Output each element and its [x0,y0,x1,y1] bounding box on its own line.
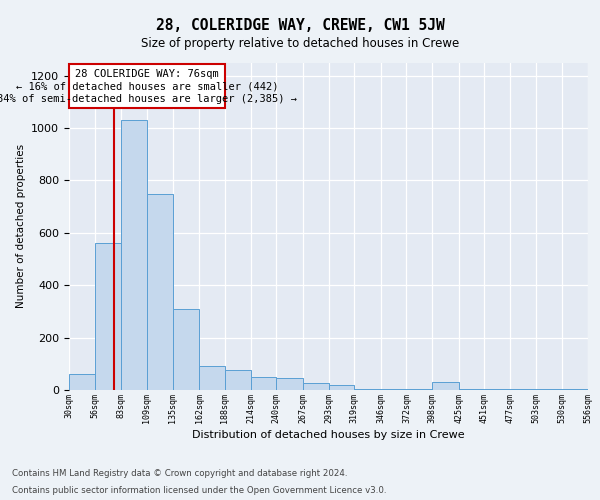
Text: Contains HM Land Registry data © Crown copyright and database right 2024.: Contains HM Land Registry data © Crown c… [12,468,347,477]
Y-axis label: Number of detached properties: Number of detached properties [16,144,26,308]
Bar [69,374,95,390]
Bar [329,385,354,390]
Bar [199,366,225,390]
Bar [432,382,459,390]
Bar [406,388,432,390]
Bar [147,194,173,390]
Bar [276,378,303,390]
Bar [381,388,406,390]
Bar [459,388,484,390]
Text: Contains public sector information licensed under the Open Government Licence v3: Contains public sector information licen… [12,486,386,495]
Bar [251,377,276,390]
Text: 28, COLERIDGE WAY, CREWE, CW1 5JW: 28, COLERIDGE WAY, CREWE, CW1 5JW [155,18,445,32]
X-axis label: Distribution of detached houses by size in Crewe: Distribution of detached houses by size … [192,430,465,440]
Text: 28 COLERIDGE WAY: 76sqm: 28 COLERIDGE WAY: 76sqm [75,68,219,78]
Text: Size of property relative to detached houses in Crewe: Size of property relative to detached ho… [141,38,459,51]
Bar [303,384,329,390]
Text: ← 16% of detached houses are smaller (442): ← 16% of detached houses are smaller (44… [16,81,278,91]
Bar [173,309,199,390]
Bar [484,388,510,390]
Bar [69,64,225,108]
Bar [536,388,562,390]
Text: 84% of semi-detached houses are larger (2,385) →: 84% of semi-detached houses are larger (… [0,94,297,104]
Bar [354,388,381,390]
Bar [225,370,251,390]
Bar [95,244,121,390]
Bar [562,388,588,390]
Bar [121,120,147,390]
Bar [510,388,536,390]
